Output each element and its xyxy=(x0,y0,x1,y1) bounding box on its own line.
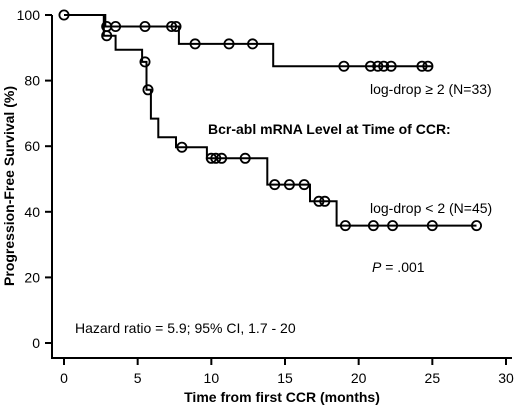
y-axis-title: Progression-Free Survival (%) xyxy=(1,86,17,286)
censor-marker xyxy=(313,195,325,207)
x-ticks: 0 5 10 15 20 25 30 xyxy=(60,358,514,386)
censor-marker xyxy=(385,60,397,72)
y-tick-label: 40 xyxy=(24,204,40,220)
y-tick-label: 0 xyxy=(32,335,40,351)
censor-marker xyxy=(110,20,122,32)
legend-label-high: log-drop ≥ 2 (N=33) xyxy=(370,81,492,97)
censor-marker xyxy=(339,220,351,232)
censor-marker xyxy=(416,60,428,72)
y-tick-label: 100 xyxy=(17,7,41,23)
censor-marker xyxy=(387,220,399,232)
x-tick-label: 30 xyxy=(498,370,514,386)
y-tick-label: 60 xyxy=(24,138,40,154)
censor-marker xyxy=(247,38,259,50)
y-tick-label: 20 xyxy=(24,269,40,285)
censor-marker xyxy=(426,220,438,232)
censor-marker xyxy=(364,60,376,72)
x-tick-label: 0 xyxy=(60,370,68,386)
hazard-ratio-annotation: Hazard ratio = 5.9; 95% CI, 1.7 - 20 xyxy=(75,320,296,336)
censor-marker xyxy=(216,152,228,164)
y-ticks: 0 20 40 60 80 100 xyxy=(17,7,52,351)
censor-marker xyxy=(210,152,222,164)
censor-marker xyxy=(338,60,350,72)
censor-marker xyxy=(101,30,113,42)
censor-marker xyxy=(142,84,154,96)
plot-area xyxy=(58,9,482,232)
x-tick-label: 5 xyxy=(134,370,142,386)
censor-marker xyxy=(166,20,178,32)
censor-marker xyxy=(269,179,281,191)
censor-marker xyxy=(139,20,151,32)
p-value: = .001 xyxy=(381,259,424,275)
censor-marker xyxy=(298,179,310,191)
censor-marker xyxy=(372,60,384,72)
censor-marker xyxy=(223,38,235,50)
censor-marker xyxy=(367,220,379,232)
x-tick-label: 10 xyxy=(204,370,220,386)
series-line-2 xyxy=(64,14,477,227)
censor-marker xyxy=(422,60,434,72)
x-tick-label: 15 xyxy=(277,370,293,386)
censor-marker xyxy=(176,141,188,153)
censor-marker xyxy=(378,60,390,72)
censor-marker xyxy=(170,20,182,32)
start-marker xyxy=(58,9,70,21)
censor-marker xyxy=(205,152,217,164)
censor-marker xyxy=(139,56,151,68)
censor-marker xyxy=(470,220,482,232)
x-tick-label: 25 xyxy=(425,370,441,386)
censor-marker xyxy=(319,195,331,207)
series-line-1 xyxy=(64,14,433,68)
x-tick-label: 20 xyxy=(351,370,367,386)
censor-marker xyxy=(283,179,295,191)
censor-marker xyxy=(239,152,251,164)
censor-marker xyxy=(189,38,201,50)
legend-label-low: log-drop < 2 (N=45) xyxy=(370,200,492,216)
p-symbol: P xyxy=(372,259,382,275)
p-value-annotation: P = .001 xyxy=(372,259,425,275)
chart-subtitle: Bcr-abl mRNA Level at Time of CCR: xyxy=(208,121,451,137)
x-axis-title: Time from first CCR (months) xyxy=(184,389,380,405)
y-tick-label: 80 xyxy=(24,73,40,89)
